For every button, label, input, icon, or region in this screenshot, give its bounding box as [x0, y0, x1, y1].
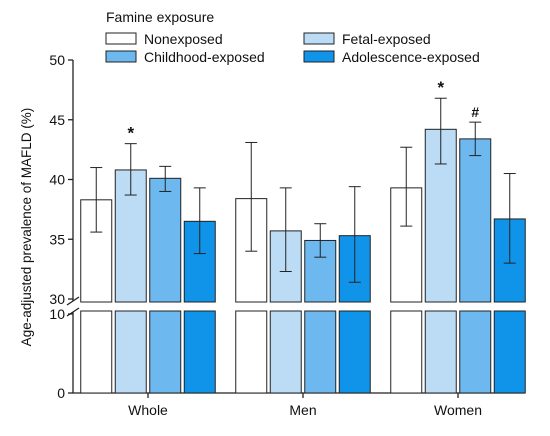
bar-childhood-exposed-women — [459, 138, 492, 303]
y-tick-label: 30 — [49, 291, 65, 307]
legend: Famine exposure Nonexposed Fetal-exposed C… — [105, 9, 480, 65]
y-tick-label: 10 — [49, 306, 65, 322]
bars-group — [80, 128, 526, 394]
bar-lower-nonexposed-women — [390, 310, 423, 394]
x-tick-label: Men — [289, 402, 316, 418]
y-tick-label: 45 — [49, 112, 65, 128]
y-tick-label: 40 — [49, 172, 65, 188]
bar-lower-adolescence-exposed-women — [493, 310, 526, 394]
bar-lower-fetal-exposed-men — [269, 310, 302, 394]
significance-annotations: * * # — [127, 78, 479, 142]
bar-lower-nonexposed-men — [235, 310, 268, 394]
x-tick-labels: Whole Men Women — [128, 393, 482, 418]
x-tick-label: Whole — [128, 402, 168, 418]
y-tick-label: 35 — [49, 231, 65, 247]
bar-lower-fetal-exposed-women — [424, 310, 457, 394]
significance-mark: * — [127, 124, 134, 143]
bar-lower-fetal-exposed-whole — [114, 310, 147, 394]
bar-lower-adolescence-exposed-men — [338, 310, 371, 394]
bar-childhood-exposed-whole — [149, 177, 182, 303]
bar-lower-childhood-exposed-women — [459, 310, 492, 394]
legend-label: Adolescence-exposed — [342, 49, 480, 65]
bar-lower-childhood-exposed-men — [304, 310, 337, 394]
legend-swatch — [105, 32, 137, 45]
bar-lower-nonexposed-whole — [80, 310, 113, 394]
y-tick-label: 50 — [49, 52, 65, 68]
significance-mark: * — [437, 78, 444, 97]
y-axis-break-mark — [66, 307, 80, 317]
legend-label: Childhood-exposed — [144, 49, 265, 65]
legend-label: Fetal-exposed — [342, 31, 431, 47]
legend-title: Famine exposure — [106, 9, 214, 25]
bar-lower-adolescence-exposed-whole — [183, 310, 216, 394]
legend-label: Nonexposed — [144, 31, 223, 47]
significance-mark: # — [471, 104, 479, 120]
bar-lower-childhood-exposed-whole — [149, 310, 182, 394]
y-axis-label: Age-adjusted prevalence of MAFLD (%) — [19, 108, 34, 347]
legend-swatch — [303, 32, 335, 45]
legend-swatch — [303, 50, 335, 63]
legend-swatch — [105, 50, 137, 63]
y-axis-break-mark — [66, 296, 80, 306]
y-tick-label: 0 — [57, 385, 65, 401]
x-tick-label: Women — [434, 402, 482, 418]
error-bars-group — [90, 97, 516, 283]
